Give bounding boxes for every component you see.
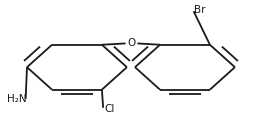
- Text: O: O: [127, 38, 136, 48]
- Text: Br: Br: [194, 5, 206, 15]
- Text: Cl: Cl: [104, 104, 114, 114]
- Text: H₂N: H₂N: [7, 94, 26, 104]
